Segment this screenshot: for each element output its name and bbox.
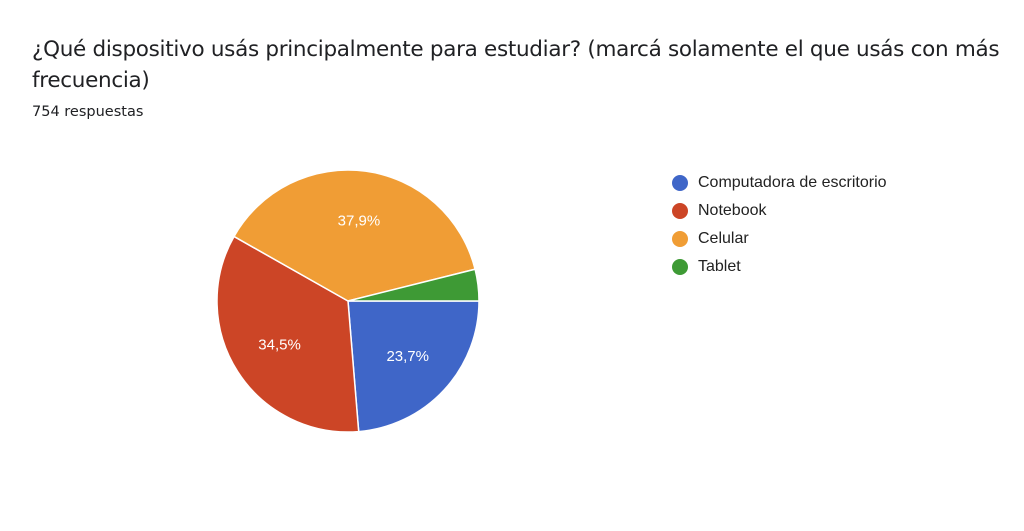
legend-label: Computadora de escritorio: [698, 174, 887, 191]
slice-percent-label: 37,9%: [338, 213, 381, 230]
slice-percent-label: 23,7%: [386, 348, 429, 365]
legend-dot-icon: [672, 259, 688, 275]
legend-item-celular[interactable]: Celular: [672, 225, 887, 253]
legend-item-computadora[interactable]: Computadora de escritorio: [672, 169, 887, 197]
pie-slice-computadora-de-escritorio[interactable]: [347, 300, 480, 433]
legend-dot-icon: [672, 175, 688, 191]
pie-slice-tablet[interactable]: [347, 268, 480, 302]
legend-dot-icon: [672, 203, 688, 219]
response-count: 754 respuestas: [32, 104, 144, 120]
pie-slice-celular[interactable]: [232, 169, 476, 302]
chart-legend: Computadora de escritorio Notebook Celul…: [672, 169, 887, 281]
legend-label: Notebook: [698, 202, 767, 219]
legend-label: Tablet: [698, 258, 741, 275]
legend-dot-icon: [672, 231, 688, 247]
legend-item-notebook[interactable]: Notebook: [672, 197, 887, 225]
slice-percent-label: 34,5%: [258, 337, 301, 354]
legend-label: Celular: [698, 230, 749, 247]
question-title: ¿Qué dispositivo usás principalmente par…: [32, 37, 1000, 93]
pie-slice-notebook[interactable]: [216, 235, 360, 433]
legend-item-tablet[interactable]: Tablet: [672, 253, 887, 281]
